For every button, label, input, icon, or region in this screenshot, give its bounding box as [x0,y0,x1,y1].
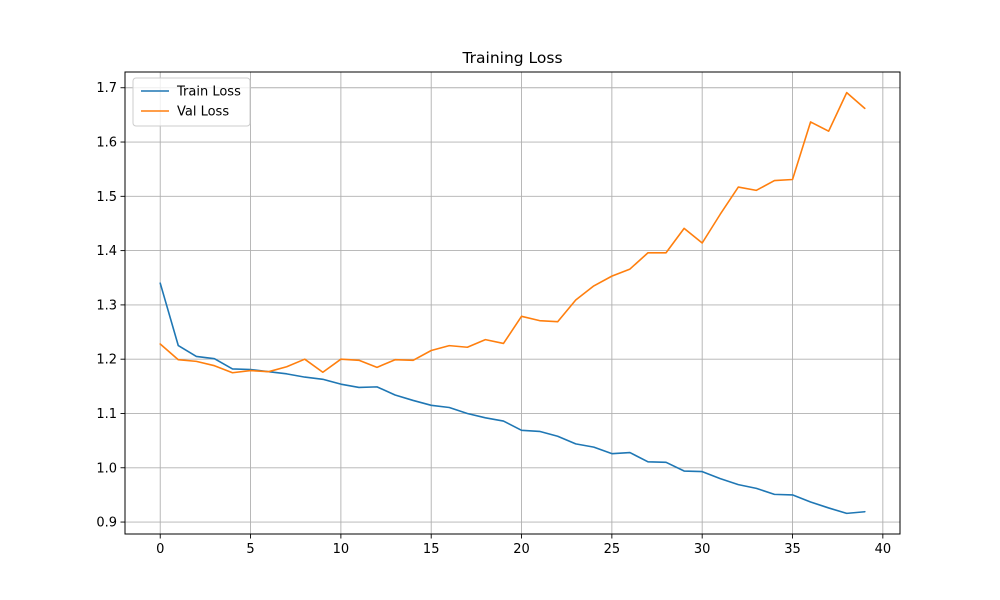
legend-box [132,77,251,127]
axes-frame [124,71,901,535]
y-tick-label: 0.9 [96,516,117,531]
x-tick-label: 40 [875,542,892,557]
legend: Train Loss Val Loss [132,77,251,127]
x-tick-label: 10 [333,542,350,557]
series-line-train-loss [159,282,866,515]
y-tick-label: 1.2 [96,353,117,368]
series-line-val-loss [159,91,866,374]
legend-label-train-loss: Train Loss [176,85,241,100]
series-layer [159,91,866,515]
grid [125,72,900,534]
chart-title: Training Loss [461,49,562,67]
y-tick-label: 1.4 [96,244,117,259]
y-tick-label: 1.1 [96,407,117,422]
y-axis: 0.9 1.0 1.1 1.2 1.3 1.4 1.5 1.6 1.7 [96,81,125,531]
x-tick-label: 30 [694,542,711,557]
y-tick-label: 1.5 [96,190,117,205]
x-tick-label: 35 [784,542,801,557]
y-tick-label: 1.3 [96,298,117,313]
x-tick-label: 0 [156,542,164,557]
x-tick-label: 15 [423,542,440,557]
y-tick-label: 1.0 [96,461,117,476]
y-tick-label: 1.7 [96,81,117,96]
x-tick-label: 25 [604,542,621,557]
y-tick-label: 1.6 [96,136,117,151]
legend-label-val-loss: Val Loss [177,105,229,120]
x-tick-label: 5 [246,542,254,557]
x-tick-label: 20 [513,542,530,557]
x-axis: 0 5 10 15 20 25 30 35 40 [156,534,891,557]
